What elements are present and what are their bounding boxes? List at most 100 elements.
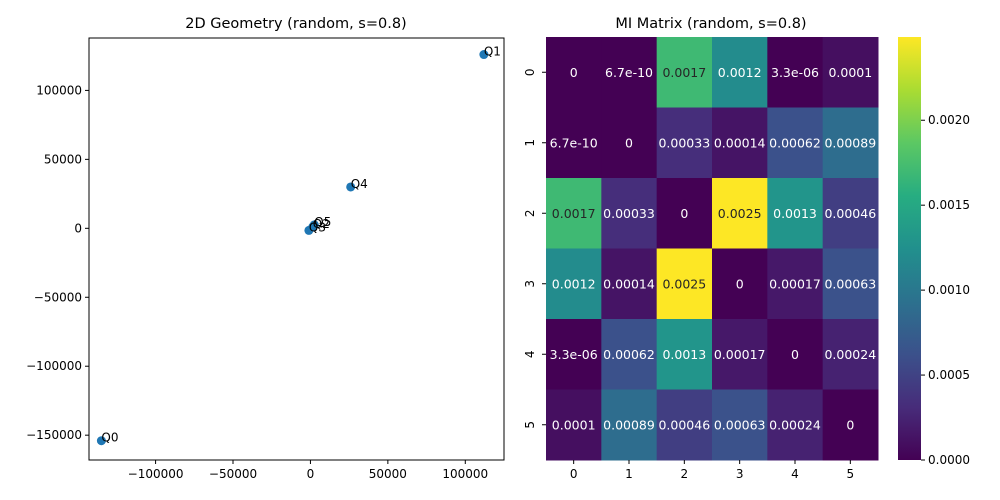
colorbar-tick-label: 0.0005 — [928, 368, 970, 382]
heatmap-cell-label: 0.00033 — [658, 135, 710, 150]
heatmap-cell — [822, 178, 879, 249]
heatmap-x-tick-label: 5 — [847, 467, 855, 481]
heatmap-cell-label: 0.00024 — [769, 417, 821, 432]
heatmap-cell — [767, 178, 824, 249]
heatmap-cell — [656, 178, 713, 249]
scatter-point-q0 — [96, 436, 106, 446]
heatmap-cell — [601, 248, 658, 320]
scatter-y-tick-label: 100000 — [36, 83, 82, 97]
heatmap-x-tick-label: 1 — [625, 467, 633, 481]
scatter-title: 2D Geometry (random, s=0.8) — [185, 16, 406, 32]
scatter-y-tick-label: 0 — [74, 221, 82, 235]
heatmap-cell-label: 0.0012 — [718, 65, 762, 80]
heatmap-cell-label: 6.7e-10 — [550, 135, 598, 150]
scatter-y-tick-label: −100000 — [26, 359, 82, 373]
scatter-point-label: Q4 — [351, 177, 368, 191]
heatmap-cell-label: 0.00014 — [714, 135, 766, 150]
heatmap-cell — [601, 107, 658, 179]
colorbar-tick-label: 0.0010 — [928, 283, 970, 297]
heatmap-cell-label: 0 — [680, 206, 688, 221]
heatmap-cell — [767, 389, 824, 461]
colorbar-tick-label: 0.0000 — [928, 453, 970, 467]
colorbar-axis: 0.0000 0.0005 0.0010 0.0015 0.0020 — [921, 113, 970, 467]
colorbar-tick-label: 0.0015 — [928, 198, 970, 212]
heatmap-cell — [712, 37, 768, 108]
scatter-point-q4 — [346, 182, 356, 192]
heatmap-cell-label: 0.00063 — [824, 276, 876, 291]
heatmap-cell-label: 0.0017 — [552, 206, 596, 221]
heatmap-cell — [822, 248, 879, 320]
scatter-point-label: Q5 — [314, 215, 331, 229]
scatter-y-tick-label: −150000 — [26, 428, 82, 442]
heatmap-cell-label: 0.00024 — [824, 347, 876, 362]
heatmap-cell — [712, 389, 768, 461]
heatmap-cell-label: 0 — [625, 135, 633, 150]
colorbar-gradient — [898, 37, 921, 460]
heatmap-cell-label: 0 — [791, 347, 799, 362]
heatmap-cell-label: 6.7e-10 — [605, 65, 653, 80]
heatmap-cell-label: 0.00033 — [603, 206, 655, 221]
heatmap-cell — [656, 319, 713, 390]
heatmap-cell-label: 0.0017 — [662, 65, 706, 80]
scatter-point-label: Q3 — [309, 220, 326, 234]
scatter-point-q3 — [304, 225, 314, 235]
heatmap-cell-label: 0.00017 — [714, 347, 766, 362]
heatmap-cell — [822, 319, 879, 390]
heatmap-cell-label: 0.0012 — [552, 276, 596, 291]
heatmap-cell — [822, 107, 879, 179]
scatter-point-q5 — [309, 220, 319, 230]
heatmap-panel: MI Matrix (random, s=0.8) 0 6.7e-10 0.0017… — [523, 16, 879, 481]
scatter-x-tick-label: 50000 — [369, 467, 407, 481]
heatmap-cell — [601, 319, 658, 390]
heatmap-cell — [546, 389, 602, 461]
colorbar-tick-label: 0.0020 — [928, 113, 970, 127]
heatmap-y-tick-label: 0 — [523, 68, 537, 76]
heatmap-cell-label: 0.0013 — [773, 206, 817, 221]
heatmap-cell — [656, 37, 713, 108]
heatmap-cell — [546, 248, 602, 320]
scatter-point-label: Q0 — [101, 431, 118, 445]
heatmap-cells: 0 6.7e-10 0.0017 0.0012 3.3e-06 0.0001 6.7e-10… — [546, 37, 879, 461]
heatmap-cell — [767, 107, 824, 179]
heatmap-cell-label: 3.3e-06 — [771, 65, 819, 80]
heatmap-cell-label: 0.00089 — [603, 417, 655, 432]
heatmap-cell — [712, 107, 768, 179]
heatmap-x-tick-label: 4 — [791, 467, 799, 481]
heatmap-cell — [601, 37, 658, 108]
heatmap-cell — [656, 107, 713, 179]
scatter-x-tick-label: −100000 — [128, 467, 184, 481]
heatmap-cell-label: 0 — [846, 417, 854, 432]
heatmap-cell-label: 0.0001 — [828, 65, 872, 80]
heatmap-y-tick-label: 5 — [523, 421, 537, 429]
scatter-point-q1 — [479, 50, 489, 60]
heatmap-cell-label: 0.00062 — [603, 347, 655, 362]
heatmap-title: MI Matrix (random, s=0.8) — [615, 16, 806, 32]
heatmap-cell — [546, 319, 602, 390]
scatter-y-axis: −150000 −100000 −50000 0 50000 100000 — [26, 83, 89, 442]
colorbar: 0.0000 0.0005 0.0010 0.0015 0.0020 — [898, 37, 970, 467]
heatmap-cell — [601, 178, 658, 249]
heatmap-cell-label: 0.00046 — [658, 417, 710, 432]
heatmap-cell-label: 0.00089 — [824, 135, 876, 150]
heatmap-cell — [712, 248, 768, 320]
heatmap-cell-label: 0.00062 — [769, 135, 821, 150]
heatmap-cell — [712, 319, 768, 390]
heatmap-cell-label: 3.3e-06 — [550, 347, 598, 362]
heatmap-cell-label: 0.0025 — [718, 206, 762, 221]
heatmap-cell-label: 0.00017 — [769, 276, 821, 291]
heatmap-y-tick-label: 3 — [523, 280, 537, 288]
heatmap-cell-label: 0.00014 — [603, 276, 655, 291]
heatmap-cell — [767, 248, 824, 320]
heatmap-x-tick-label: 2 — [681, 467, 689, 481]
scatter-x-axis: −100000 −50000 0 50000 100000 — [128, 460, 488, 481]
scatter-x-tick-label: −50000 — [209, 467, 257, 481]
scatter-plot-area — [88, 37, 505, 461]
heatmap-cell-label: 0.00063 — [714, 417, 766, 432]
scatter-panel: 2D Geometry (random, s=0.8) −100000 −5000… — [26, 16, 505, 481]
scatter-x-tick-label: 0 — [307, 467, 315, 481]
heatmap-y-tick-label: 4 — [523, 350, 537, 358]
heatmap-cell-label: 0.0013 — [662, 347, 706, 362]
heatmap-cell — [601, 389, 658, 461]
